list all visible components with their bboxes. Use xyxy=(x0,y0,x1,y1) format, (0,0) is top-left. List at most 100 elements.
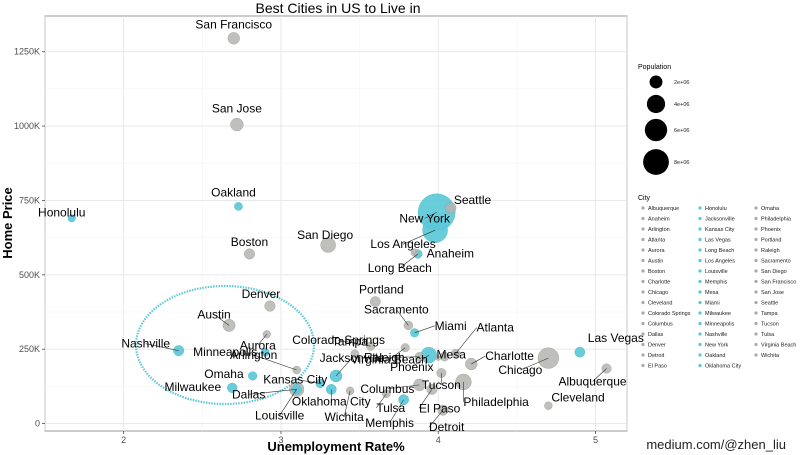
label-colorado-springs: Colorado Springs xyxy=(292,333,385,347)
leader-line xyxy=(248,389,297,395)
city-legend-label: Oakland xyxy=(705,353,726,359)
city-legend-label: Louisville xyxy=(705,269,728,275)
x-tick-label: 4 xyxy=(436,435,441,445)
leader-line xyxy=(335,357,353,377)
leader-line xyxy=(389,399,404,423)
label-las-vegas: Las Vegas xyxy=(588,331,644,345)
city-legend-label: Dallas xyxy=(648,332,664,338)
size-legend-title: Population xyxy=(638,64,671,71)
city-legend-label: Arlington xyxy=(648,227,670,233)
city-legend-title: City xyxy=(638,195,651,202)
leader-line xyxy=(396,309,409,326)
size-legend-key xyxy=(644,118,668,142)
city-legend-key xyxy=(641,332,645,336)
point-fresno xyxy=(435,355,441,361)
city-legend-label: Long Beach xyxy=(705,248,734,254)
city-legend-label: Los Angeles xyxy=(705,259,735,265)
leader-line xyxy=(402,229,436,245)
leader-line xyxy=(399,253,418,269)
city-legend-label: New York xyxy=(705,343,728,349)
axes: 0 250K 500K 750K 1000K 1250K 2 3 4 5 xyxy=(14,47,598,445)
x-tick-label: 5 xyxy=(593,435,598,445)
city-legend-key xyxy=(754,227,758,231)
city-legend-label: Nashville xyxy=(705,332,727,338)
city-legend-label: San Diego xyxy=(761,269,787,275)
label-columbus: Columbus xyxy=(360,382,414,396)
leader-line xyxy=(257,334,268,346)
city-legend-label: El Paso xyxy=(648,364,667,370)
label-oakland: Oakland xyxy=(211,185,256,199)
city-legend-key xyxy=(754,290,758,294)
y-tick-label: 750K xyxy=(19,195,40,205)
leader-line xyxy=(520,357,549,371)
city-legend-label: Memphis xyxy=(705,280,728,286)
size-legend-key xyxy=(643,149,669,175)
label-arlington: Arlington xyxy=(230,348,277,362)
city-legend-label: Austin xyxy=(648,259,663,265)
leader-line xyxy=(471,355,486,365)
city-legend-label: Mesa xyxy=(705,290,719,296)
size-legend-label: 8e+06 xyxy=(674,160,689,166)
chart-title: Best Cities in US to Live in xyxy=(256,0,421,16)
point-omaha xyxy=(248,371,258,381)
label-memphis: Memphis xyxy=(365,416,414,430)
city-legend-label: Chicago xyxy=(648,290,668,296)
leader-line xyxy=(384,356,420,358)
label-austin: Austin xyxy=(197,307,230,321)
city-legend-label: Colorado Springs xyxy=(648,311,691,317)
point-denver xyxy=(264,300,276,312)
point-minneapolis xyxy=(260,347,270,357)
city-legend-label: Miami xyxy=(705,301,720,307)
label-detroit: Detroit xyxy=(429,420,465,434)
leader-line xyxy=(428,409,444,428)
city-legend-key xyxy=(698,321,702,326)
point-san-francisco xyxy=(227,32,240,45)
city-legend-label: Seattle xyxy=(761,301,778,307)
x-tick-label: 2 xyxy=(121,435,126,445)
city-legend-key xyxy=(641,342,645,347)
city-legend-key xyxy=(698,353,702,357)
label-charlotte: Charlotte xyxy=(485,349,534,363)
leader-line xyxy=(387,384,420,390)
label-mesa: Mesa xyxy=(437,348,467,362)
city-legend-key xyxy=(754,206,758,210)
ellipse-outline xyxy=(134,284,316,406)
city-legend-label: Boston xyxy=(648,269,665,275)
city-legend-key xyxy=(698,279,702,284)
y-tick-label: 1000K xyxy=(14,121,40,131)
city-legend-label: Tulsa xyxy=(761,332,775,338)
data-points xyxy=(67,32,612,416)
city-legend-key xyxy=(754,279,758,284)
size-legend-key xyxy=(649,75,663,89)
label-tulsa: Tulsa xyxy=(376,401,405,415)
label-albuquerque: Albuquerque xyxy=(559,375,627,389)
point-charlotte xyxy=(465,357,478,371)
point-cleveland xyxy=(544,401,553,410)
city-legend-key xyxy=(754,321,758,326)
grid-lines xyxy=(44,16,628,431)
leader-line xyxy=(424,212,437,219)
city-legend-key xyxy=(754,216,758,221)
label-wichita: Wichita xyxy=(324,410,364,424)
y-tick-label: 0 xyxy=(35,419,40,429)
point-milwaukee xyxy=(227,382,238,393)
city-legend-label: Tucson xyxy=(761,322,779,328)
label-louisville: Louisville xyxy=(255,408,305,422)
city-labels: San Francisco San Jose Oakland Honolulu Seat… xyxy=(38,17,644,434)
x-axis-title: Unemployment Rate% xyxy=(267,439,405,454)
city-legend-key xyxy=(641,269,645,273)
city-legend-label: Wichita xyxy=(761,353,780,359)
label-san-diego: San Diego xyxy=(297,228,353,242)
label-chicago: Chicago xyxy=(498,363,542,377)
city-legend-label: Portland xyxy=(761,238,782,244)
city-legend-key xyxy=(698,206,702,210)
label-denver: Denver xyxy=(242,287,281,301)
city-legend-key xyxy=(754,248,758,252)
label-milwaukee: Milwaukee xyxy=(164,380,221,394)
city-legend-label: Kansas City xyxy=(705,227,735,233)
city-legend-label: Columbus xyxy=(648,322,673,328)
city-legend-key xyxy=(641,216,645,221)
city-legend-label: Charlotte xyxy=(648,280,670,286)
city-legend-label: Sacramento xyxy=(761,259,791,265)
leader-line xyxy=(411,354,429,368)
